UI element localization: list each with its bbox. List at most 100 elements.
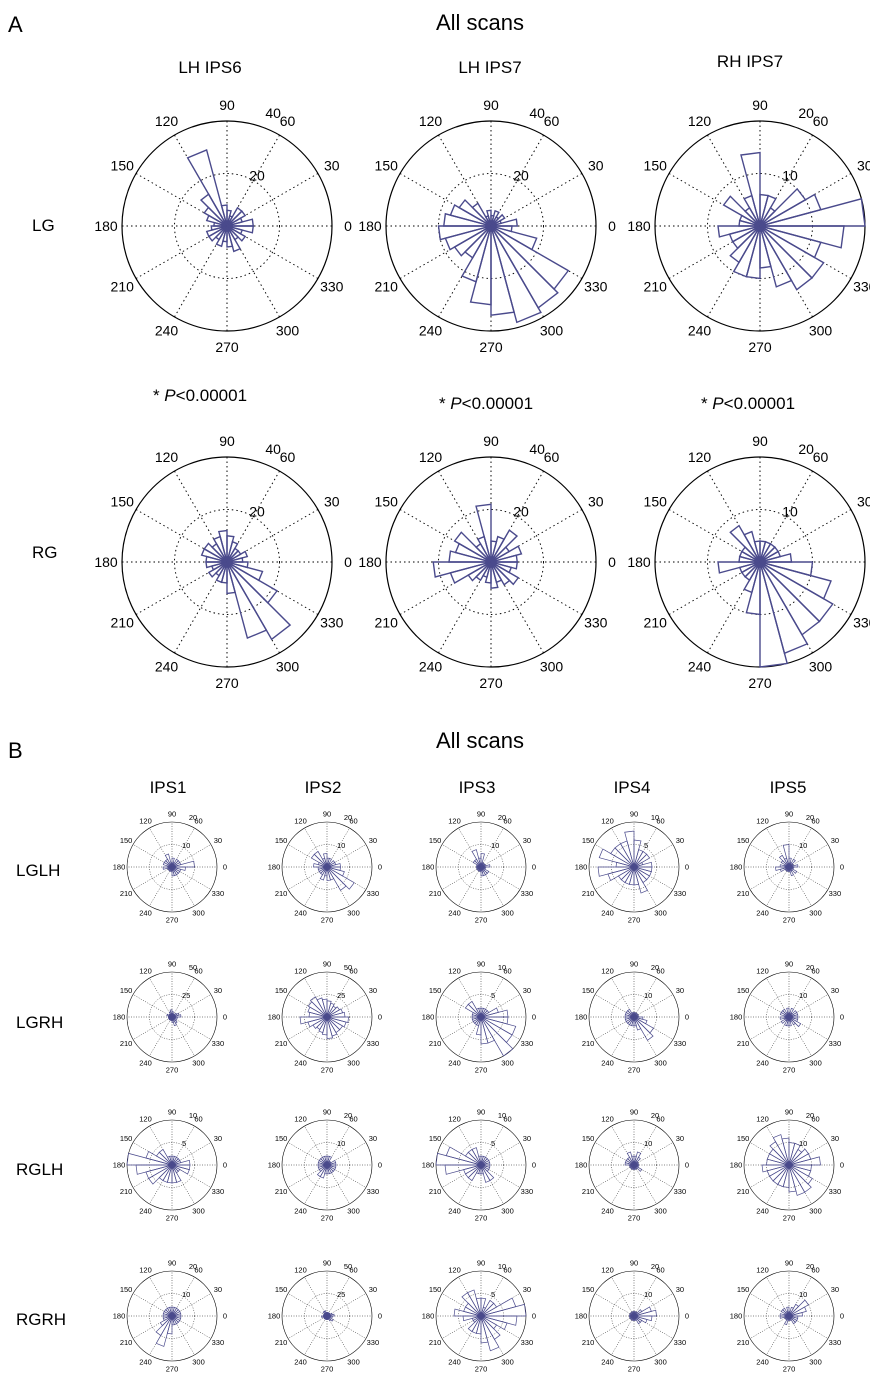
angle-tick-label: 180 <box>358 554 382 570</box>
angle-tick-label: 120 <box>419 449 443 465</box>
polar-spoke <box>594 1315 635 1339</box>
angle-tick-label: 60 <box>349 817 357 826</box>
polar-bar <box>759 187 807 227</box>
angle-tick-label: 60 <box>503 1115 511 1124</box>
angle-tick-label: 120 <box>688 449 712 465</box>
polar-bar <box>788 1315 799 1319</box>
panel-a-column-0: LH IPS6 <box>178 58 242 77</box>
radial-tick-label: 5 <box>491 991 495 1000</box>
angle-tick-label: 150 <box>644 157 668 173</box>
angle-tick-label: 270 <box>475 1365 488 1374</box>
angle-tick-label: 150 <box>275 1134 288 1143</box>
polar-spoke <box>326 1276 350 1317</box>
angle-tick-label: 330 <box>367 1039 380 1048</box>
angle-tick-label: 240 <box>294 1207 307 1216</box>
angle-tick-label: 210 <box>737 1338 750 1347</box>
polar-plot-rglh-ips2: 0 30 60 90 120 150 180 210 240 270 300 330 10 20 <box>268 1108 382 1223</box>
angle-tick-label: 210 <box>737 1039 750 1048</box>
polar-bar <box>186 148 228 227</box>
angle-tick-label: 210 <box>275 889 288 898</box>
polar-plot-lglh-ips4: 0 30 60 90 120 150 180 210 240 270 300 330 5 10 <box>575 810 689 925</box>
polar-bar <box>745 561 761 616</box>
polar-spoke <box>594 1142 635 1166</box>
polar-spoke <box>326 827 350 868</box>
angle-tick-label: 150 <box>644 493 668 509</box>
polar-spoke <box>633 977 657 1018</box>
angle-tick-label: 0 <box>378 863 382 872</box>
angle-tick-label: 90 <box>752 433 768 449</box>
polar-spoke <box>594 1293 635 1317</box>
angle-tick-label: 330 <box>212 1338 225 1347</box>
polar-plot-rgrh-ips2: 0 30 60 90 120 150 180 210 240 270 300 330 25 50 <box>268 1259 382 1374</box>
radial-tick-label: 20 <box>806 1111 814 1120</box>
angle-tick-label: 60 <box>349 1115 357 1124</box>
angle-tick-label: 30 <box>523 1134 531 1143</box>
angle-tick-label: 330 <box>674 1338 687 1347</box>
polar-spoke <box>611 1016 635 1057</box>
angle-tick-label: 150 <box>429 986 442 995</box>
angle-tick-label: 90 <box>630 810 638 819</box>
angle-tick-label: 120 <box>294 1266 307 1275</box>
angle-tick-label: 300 <box>654 1207 667 1216</box>
angle-tick-label: 120 <box>688 113 712 129</box>
polar-outer-circle <box>281 971 373 1063</box>
polar-bar <box>490 225 513 233</box>
polar-bar <box>633 839 642 868</box>
radial-tick-label: 50 <box>344 1262 352 1271</box>
angle-tick-label: 60 <box>349 1266 357 1275</box>
polar-plot-lglh-ips1: 0 30 60 90 120 150 180 210 240 270 300 330 10 20 <box>113 810 227 925</box>
angle-tick-label: 270 <box>321 1365 334 1374</box>
angle-tick-label: 60 <box>656 1266 664 1275</box>
angle-tick-label: 30 <box>523 836 531 845</box>
angle-tick-label: 330 <box>674 889 687 898</box>
polar-spoke <box>149 977 173 1018</box>
angle-tick-label: 30 <box>214 986 222 995</box>
angle-tick-label: 0 <box>378 1312 382 1321</box>
angle-tick-label: 60 <box>503 817 511 826</box>
angle-tick-label: 330 <box>584 278 608 294</box>
angle-tick-label: 150 <box>275 836 288 845</box>
polar-bar <box>453 1308 482 1317</box>
angle-tick-label: 60 <box>194 967 202 976</box>
angle-tick-label: 60 <box>656 817 664 826</box>
panel-a-row-0: LG <box>32 216 55 235</box>
angle-tick-label: 240 <box>139 1059 152 1068</box>
angle-tick-label: 330 <box>853 278 870 294</box>
polar-bar <box>171 866 186 871</box>
angle-tick-label: 240 <box>155 323 179 339</box>
radial-tick-label: 10 <box>644 1290 652 1299</box>
angle-tick-label: 150 <box>111 157 135 173</box>
radial-tick-label: 25 <box>337 991 345 1000</box>
polar-bar <box>788 1164 812 1172</box>
polar-spoke <box>326 1164 350 1205</box>
radial-tick-label: 10 <box>782 503 798 519</box>
angle-tick-label: 330 <box>320 278 344 294</box>
angle-tick-label: 150 <box>120 986 133 995</box>
polar-spoke <box>749 844 790 868</box>
polar-plot-rgrh-ips4: 0 30 60 90 120 150 180 210 240 270 300 330 10 20 <box>575 1259 689 1374</box>
angle-tick-label: 300 <box>192 909 205 918</box>
angle-tick-label: 330 <box>853 614 870 630</box>
angle-tick-label: 210 <box>644 614 668 630</box>
angle-tick-label: 180 <box>730 1013 743 1022</box>
polar-spoke <box>458 977 482 1018</box>
panel-a-column-1: LH IPS7 <box>458 58 522 77</box>
angle-tick-label: 90 <box>785 810 793 819</box>
angle-tick-label: 150 <box>737 1285 750 1294</box>
angle-tick-label: 180 <box>575 1013 588 1022</box>
radial-tick-label: 10 <box>182 1290 190 1299</box>
polar-spoke <box>749 1293 790 1317</box>
angle-tick-label: 90 <box>477 1259 485 1268</box>
angle-tick-label: 120 <box>601 817 614 826</box>
polar-spoke <box>788 827 812 868</box>
angle-tick-label: 150 <box>275 986 288 995</box>
angle-tick-label: 120 <box>139 1115 152 1124</box>
angle-tick-label: 120 <box>294 967 307 976</box>
polar-spoke <box>171 1276 195 1317</box>
radial-tick-label: 10 <box>337 841 345 850</box>
angle-tick-label: 270 <box>166 1066 179 1075</box>
angle-tick-label: 30 <box>676 1134 684 1143</box>
polar-spoke <box>326 1315 350 1356</box>
angle-tick-label: 120 <box>448 817 461 826</box>
